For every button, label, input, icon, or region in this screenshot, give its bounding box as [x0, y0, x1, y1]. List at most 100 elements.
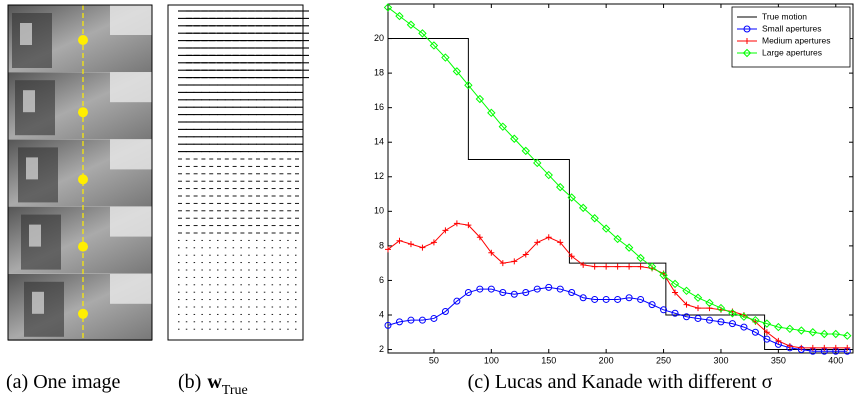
caption-b: (b) wTrue	[178, 371, 248, 398]
marker	[763, 335, 771, 343]
x-tick-label: 200	[599, 355, 614, 365]
marker	[682, 286, 691, 296]
marker	[751, 328, 759, 336]
marker	[647, 262, 657, 271]
marker	[844, 344, 851, 351]
marker	[580, 261, 587, 268]
photo-window	[20, 23, 32, 45]
marker	[545, 283, 553, 291]
marker	[556, 182, 565, 192]
marker	[544, 170, 553, 180]
marker	[556, 285, 564, 293]
marker	[809, 344, 816, 351]
marker	[786, 343, 793, 350]
marker	[419, 244, 426, 251]
marker	[499, 289, 507, 297]
marker	[384, 321, 392, 329]
chart: 50 100 150 200 250 300 350 400 2 4 6 8 10 12 14 16 18 20 T…	[374, 3, 854, 365]
photo-sky	[110, 139, 152, 170]
marker	[831, 329, 840, 339]
y-tick-label: 10	[374, 206, 384, 216]
marker	[716, 303, 726, 313]
marker	[590, 214, 599, 223]
marker	[728, 309, 737, 318]
marker	[522, 289, 530, 297]
marker	[418, 29, 427, 38]
marker	[637, 263, 644, 270]
marker	[614, 295, 622, 303]
marker	[671, 309, 679, 317]
x-tick-label: 350	[771, 355, 786, 365]
marker	[821, 344, 828, 351]
marker	[660, 306, 668, 314]
legend-label: Large apertures	[762, 47, 822, 57]
photo-sky	[110, 5, 152, 35]
marker	[475, 94, 485, 104]
caption-b-prefix: (b)	[178, 371, 201, 393]
marker	[739, 312, 749, 321]
caption-a: (a) One image	[6, 371, 121, 393]
y-tick-label: 16	[374, 102, 384, 112]
marker	[591, 263, 598, 270]
x-tick-label: 300	[713, 355, 728, 365]
marker	[683, 301, 690, 308]
marker	[430, 314, 438, 322]
marker	[740, 323, 748, 331]
marker	[579, 294, 587, 302]
x-tick-label: 250	[656, 355, 671, 365]
marker	[395, 11, 404, 21]
flow-panel	[167, 4, 309, 341]
panel-border	[7, 4, 153, 341]
photo-sky	[110, 273, 152, 304]
marker	[648, 301, 656, 309]
marker	[717, 318, 725, 326]
marker	[406, 20, 416, 29]
marker	[614, 263, 621, 270]
y-tick-label: 6	[379, 275, 384, 285]
x-tick-label: 50	[429, 355, 439, 365]
marker	[693, 293, 703, 302]
marker	[602, 295, 610, 303]
panel-border	[167, 4, 304, 341]
series-line	[387, 286, 848, 352]
photo-window	[23, 90, 35, 113]
image-panel	[7, 4, 153, 341]
marker	[534, 239, 541, 246]
marker	[465, 222, 472, 229]
marker	[762, 319, 772, 328]
marker	[453, 220, 460, 227]
marker	[452, 67, 462, 76]
marker	[430, 239, 437, 246]
legend-label: True motion	[762, 11, 807, 21]
legend-label: Medium apertures	[762, 35, 831, 45]
marker	[510, 134, 519, 143]
marker	[637, 295, 645, 303]
marker	[591, 295, 599, 303]
marker	[533, 158, 542, 168]
marker	[808, 328, 818, 337]
tracked-point	[78, 174, 88, 185]
marker	[521, 146, 530, 156]
marker	[522, 251, 529, 258]
legend-label: Small apertures	[762, 23, 822, 33]
photo-sky	[110, 72, 152, 103]
marker	[832, 344, 839, 351]
marker	[798, 344, 805, 351]
marker	[626, 263, 633, 270]
marker	[603, 263, 610, 270]
marker	[705, 316, 713, 324]
caption-b-subscript: True	[222, 383, 248, 398]
y-tick-label: 20	[374, 33, 384, 43]
photo-window	[26, 157, 38, 180]
marker	[843, 331, 852, 340]
marker	[464, 80, 473, 90]
photo-window	[29, 224, 41, 247]
y-tick-label: 12	[374, 171, 384, 181]
marker	[743, 25, 751, 33]
marker	[670, 279, 680, 289]
marker	[785, 324, 795, 334]
marker	[744, 38, 750, 44]
marker	[820, 329, 829, 339]
marker	[613, 234, 622, 244]
